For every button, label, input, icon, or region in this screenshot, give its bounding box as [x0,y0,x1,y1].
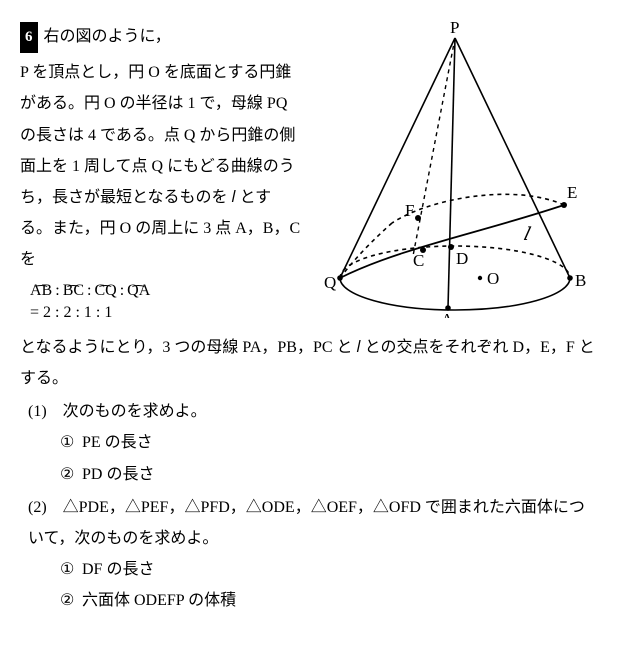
q2-label: (2) △PDE，△PEF，△PFD，△ODE，△OEF，△OFD で囲まれた六… [28,492,600,554]
q1-label: (1) 次のものを求めよ。 [28,396,600,427]
label-Q: Q [324,273,336,292]
arc-frown-icon: ⌢ [98,279,113,291]
label-A: A [441,310,454,318]
circle-1-icon: ① [60,554,82,585]
arc-CQ: ⌢ CQ [94,278,116,299]
question-2: (2) △PDE，△PEF，△PFD，△ODE，△OEF，△OFD で囲まれた六… [20,492,600,617]
arc-AB: ⌢ AB [30,278,52,299]
circle-2-icon: ② [60,585,82,616]
arc-frown-icon: ⌢ [34,279,49,291]
header-line: 6 右の図のように， [20,18,302,53]
ratio-values: = 2 : 2 : 1 : 1 [20,297,302,328]
question-1: (1) 次のものを求めよ。 ①PE の長さ ②PD の長さ [20,396,600,490]
q1-item-1: ①PE の長さ [28,427,600,458]
arc-BC: ⌢ BC [63,278,84,299]
figure-column: P Q B A O E D C F 𝑙 [310,18,600,318]
label-E: E [567,183,577,202]
label-O: O [487,269,499,288]
problem-number: 6 [20,22,38,53]
label-P: P [450,18,459,37]
arc-frown-icon: ⌢ [131,279,146,291]
cone-figure: P Q B A O E D C F 𝑙 [310,18,600,318]
after-ratio-text: となるようにとり，3 つの母線 PA，PB，PC と 𝑙 との交点をそれぞれ D… [20,332,600,394]
label-C: C [413,251,424,270]
arc-QA: ⌢ QA [127,278,150,299]
circle-1-icon: ① [60,427,82,458]
arc-ratio-row: ⌢ AB : ⌢ BC : ⌢ CQ : ⌢ QA [20,278,302,299]
circle-2-icon: ② [60,459,82,490]
q1-item-2: ②PD の長さ [28,459,600,490]
label-F: F [405,201,414,220]
q2-item-2: ②六面体 ODEFP の体積 [28,585,600,616]
label-l: 𝑙 [523,224,532,244]
top-row: 6 右の図のように， P を頂点とし，円 O を底面とする円錐がある。円 O の… [20,18,600,328]
label-B: B [575,271,586,290]
label-D: D [456,249,468,268]
arc-frown-icon: ⌢ [66,279,81,291]
intro-paragraph: P を頂点とし，円 O を底面とする円錐がある。円 O の半径は 1 で，母線 … [20,57,302,275]
text-column: 6 右の図のように， P を頂点とし，円 O を底面とする円錐がある。円 O の… [20,18,302,328]
q2-item-1: ①DF の長さ [28,554,600,585]
lead-text: 右の図のように， [44,28,171,45]
